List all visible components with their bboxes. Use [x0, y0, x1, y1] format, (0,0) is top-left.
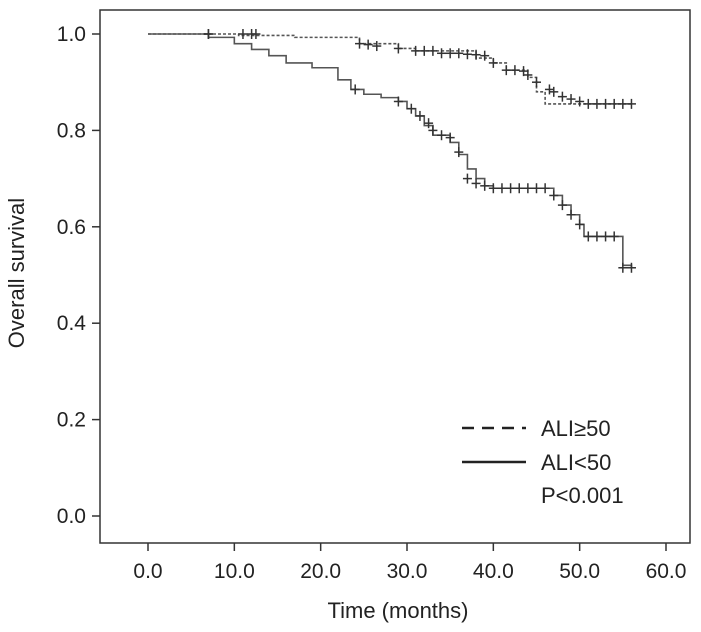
censor-mark: [238, 29, 248, 39]
censor-mark: [437, 48, 447, 59]
censor-mark: [428, 45, 438, 56]
censor-mark: [557, 91, 567, 102]
x-tick-label: 40.0: [473, 560, 514, 583]
legend: ALI≥50 ALI<50 P<0.001: [462, 416, 624, 508]
censor-mark: [510, 65, 520, 76]
censor-mark: [471, 49, 481, 60]
censor-mark: [411, 45, 421, 56]
censor-mark: [471, 178, 481, 189]
y-tick-label: 0.6: [57, 216, 86, 239]
censor-mark: [350, 84, 360, 95]
censor-mark: [437, 130, 447, 141]
censor-mark: [480, 50, 490, 61]
censor-mark: [592, 231, 602, 242]
censor-mark: [445, 132, 455, 143]
legend-label-ali-high: ALI≥50: [541, 416, 611, 441]
censor-mark: [488, 183, 498, 194]
censor-mark: [462, 173, 472, 184]
censor-mark: [575, 96, 585, 107]
censor-mark: [355, 38, 365, 49]
censor-mark: [592, 98, 602, 109]
censor-mark: [609, 98, 619, 109]
censor-mark: [566, 209, 576, 220]
legend-label-ali-low: ALI<50: [541, 450, 611, 475]
censor-mark: [501, 65, 511, 76]
censor-mark: [415, 110, 425, 121]
censor-mark: [549, 190, 559, 201]
censor-mark: [393, 43, 403, 54]
censor-mark: [480, 180, 490, 191]
x-tick-label: 0.0: [133, 560, 162, 583]
x-tick-label: 20.0: [300, 560, 341, 583]
censor-mark: [419, 45, 429, 56]
censor-mark: [428, 125, 438, 136]
y-axis-title: Overall survival: [4, 198, 29, 348]
censor-mark: [406, 103, 416, 114]
censor-mark: [532, 183, 541, 194]
p-value-annotation: P<0.001: [541, 483, 624, 508]
y-tick-label: 1.0: [57, 23, 86, 46]
censor-mark: [497, 183, 507, 194]
censor-mark: [445, 48, 455, 59]
censor-mark: [626, 98, 636, 109]
censor-mark: [618, 262, 628, 273]
y-tick-label: 0.0: [57, 505, 86, 528]
censor-mark: [454, 48, 464, 59]
censor-mark: [601, 231, 611, 242]
censor-mark: [251, 29, 261, 39]
censor-mark: [203, 29, 213, 39]
censor-mark: [523, 183, 533, 194]
x-axis: 0.0 10.0 20.0 30.0 40.0 50.0 60.0: [133, 543, 686, 583]
censor-mark: [557, 200, 567, 211]
censor-marks: [203, 29, 636, 273]
y-tick-label: 0.8: [57, 119, 86, 142]
censor-mark: [393, 96, 403, 107]
censor-mark: [514, 183, 524, 194]
censor-mark: [549, 86, 559, 97]
series-line-ali-high: [148, 33, 632, 105]
censor-mark: [363, 39, 373, 50]
plot-frame: [99, 9, 691, 544]
y-axis: 0.0 0.2 0.4 0.6 0.8 1.0: [57, 23, 100, 528]
censor-mark: [488, 57, 498, 68]
censor-mark: [523, 69, 533, 80]
censor-mark: [601, 98, 611, 109]
censor-mark: [462, 49, 472, 60]
x-tick-label: 50.0: [559, 560, 600, 583]
censor-mark: [609, 231, 619, 242]
x-tick-label: 60.0: [646, 560, 687, 583]
censor-mark: [454, 147, 464, 158]
series-line-ali-low: [148, 33, 633, 268]
censor-mark: [532, 77, 541, 88]
censor-mark: [626, 262, 636, 273]
censor-mark: [506, 183, 516, 194]
series-layer: [148, 33, 633, 268]
censor-mark: [583, 231, 593, 242]
y-tick-label: 0.4: [57, 312, 87, 335]
censor-mark: [372, 41, 382, 52]
censor-mark: [566, 94, 576, 105]
censor-mark: [583, 98, 593, 109]
censor-mark: [618, 98, 628, 109]
censor-mark: [540, 183, 550, 194]
censor-mark: [575, 219, 585, 230]
x-tick-label: 30.0: [387, 560, 428, 583]
censor-mark: [424, 118, 434, 129]
x-tick-label: 10.0: [214, 560, 255, 583]
censor-mark: [544, 84, 554, 95]
y-tick-label: 0.2: [57, 409, 86, 432]
x-axis-title: Time (months): [328, 598, 469, 623]
